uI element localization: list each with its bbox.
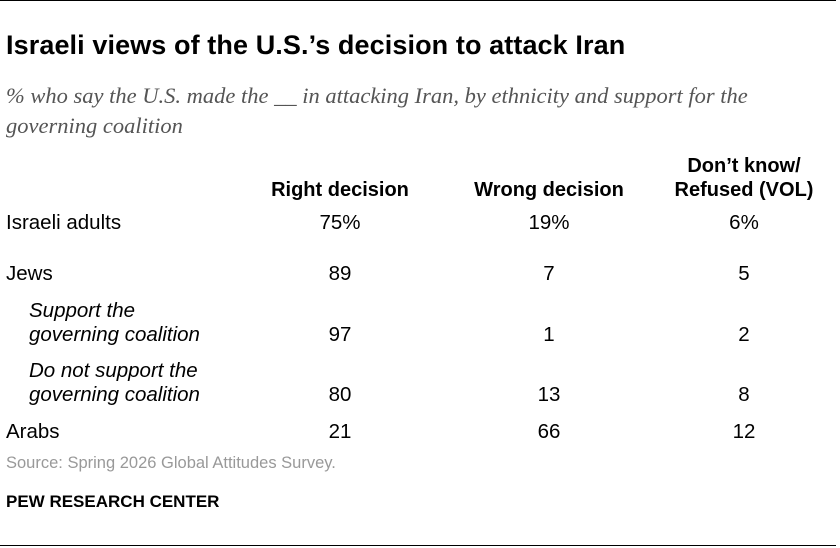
table-cell: 6% — [729, 211, 759, 234]
row-label-line: Arabs — [6, 420, 60, 443]
column-header: Don’t know/Refused (VOL) — [634, 154, 840, 202]
table-cell: 5 — [738, 262, 750, 285]
column-header-line: Right decision — [271, 179, 409, 201]
bottom-rule — [0, 545, 836, 546]
row-label-line: Support the — [29, 299, 135, 322]
table-cell: 66 — [537, 420, 561, 443]
table-cell: 80 — [328, 383, 352, 406]
table-cell: 21 — [328, 420, 352, 443]
column-header: Wrong decision — [439, 178, 659, 202]
chart-title: Israeli views of the U.S.’s decision to … — [6, 30, 626, 60]
row-label: Jews — [6, 262, 53, 286]
table-cell: 89 — [328, 262, 352, 285]
brand-logo-text: PEW RESEARCH CENTER — [6, 492, 220, 511]
row-label-line: Do not support the — [29, 359, 198, 382]
chart-subtitle: % who say the U.S. made the __ in attack… — [6, 83, 748, 138]
column-header-line: Don’t know/ — [687, 155, 801, 177]
source-note: Source: Spring 2026 Global Attitudes Sur… — [6, 454, 336, 472]
table-cell: 8 — [738, 383, 750, 406]
table-cell: 1 — [543, 323, 555, 346]
column-header-line: Refused (VOL) — [674, 179, 814, 201]
table-cell: 12 — [732, 420, 756, 443]
top-rule — [0, 0, 836, 1]
row-label-line: governing coalition — [29, 323, 200, 346]
table-cell: 97 — [328, 323, 352, 346]
table-cell: 13 — [537, 383, 561, 406]
row-label-line: Jews — [6, 262, 53, 285]
column-header: Right decision — [230, 178, 450, 202]
table-cell: 7 — [543, 262, 555, 285]
column-header-line: Wrong decision — [474, 179, 624, 201]
row-label: Support the governing coalition — [29, 299, 200, 347]
row-label-line: Israeli adults — [6, 211, 122, 234]
table-cell: 2 — [738, 323, 750, 346]
table-cell: 75% — [319, 211, 361, 234]
row-label: Arabs — [6, 420, 60, 444]
row-label: Israeli adults — [6, 211, 121, 235]
row-label: Do not support the governing coalition — [29, 359, 200, 407]
table-cell: 19% — [528, 211, 570, 234]
row-label-line: governing coalition — [29, 383, 200, 406]
